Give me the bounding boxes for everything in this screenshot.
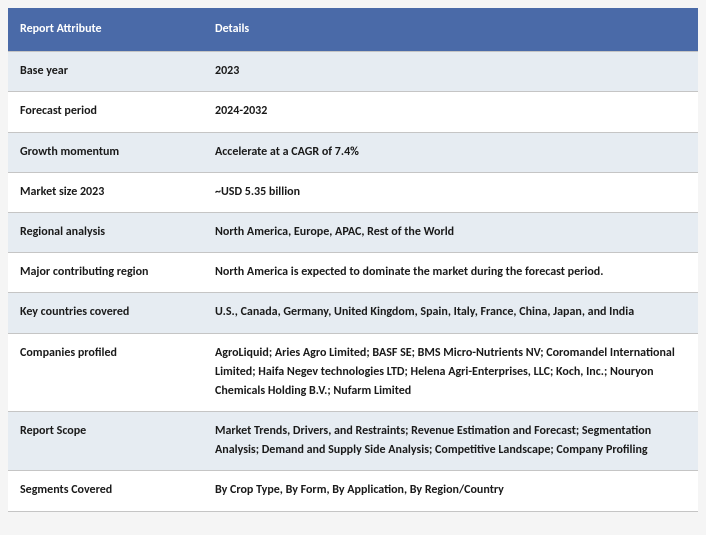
table-row: Companies profiled AgroLiquid; Aries Agr… [8,333,698,412]
table-row: Major contributing region North America … [8,253,698,293]
cell-detail: 2024-2032 [203,92,698,132]
cell-detail: AgroLiquid; Aries Agro Limited; BASF SE;… [203,333,698,412]
col-header-details: Details [203,8,698,52]
cell-attr: Market size 2023 [8,172,203,212]
col-header-attribute: Report Attribute [8,8,203,52]
cell-detail: U.S., Canada, Germany, United Kingdom, S… [203,293,698,333]
cell-attr: Forecast period [8,92,203,132]
cell-detail: 2023 [203,52,698,92]
table-row: Forecast period 2024-2032 [8,92,698,132]
cell-attr: Growth momentum [8,132,203,172]
cell-detail: North America is expected to dominate th… [203,253,698,293]
cell-detail: North America, Europe, APAC, Rest of the… [203,212,698,252]
table-body: Base year 2023 Forecast period 2024-2032… [8,52,698,511]
table-row: Key countries covered U.S., Canada, Germ… [8,293,698,333]
table-row: Growth momentum Accelerate at a CAGR of … [8,132,698,172]
cell-attr: Major contributing region [8,253,203,293]
cell-detail: ~USD 5.35 billion [203,172,698,212]
table-row: Market size 2023 ~USD 5.35 billion [8,172,698,212]
cell-attr: Regional analysis [8,212,203,252]
cell-attr: Companies profiled [8,333,203,412]
cell-attr: Report Scope [8,412,203,471]
table-row: Base year 2023 [8,52,698,92]
cell-detail: Accelerate at a CAGR of 7.4% [203,132,698,172]
cell-attr: Key countries covered [8,293,203,333]
report-attributes-table: Report Attribute Details Base year 2023 … [8,8,698,512]
cell-attr: Segments Covered [8,471,203,511]
table-row: Regional analysis North America, Europe,… [8,212,698,252]
table-header-row: Report Attribute Details [8,8,698,52]
cell-attr: Base year [8,52,203,92]
table-row: Report Scope Market Trends, Drivers, and… [8,412,698,471]
cell-detail: By Crop Type, By Form, By Application, B… [203,471,698,511]
table-row: Segments Covered By Crop Type, By Form, … [8,471,698,511]
cell-detail: Market Trends, Drivers, and Restraints; … [203,412,698,471]
